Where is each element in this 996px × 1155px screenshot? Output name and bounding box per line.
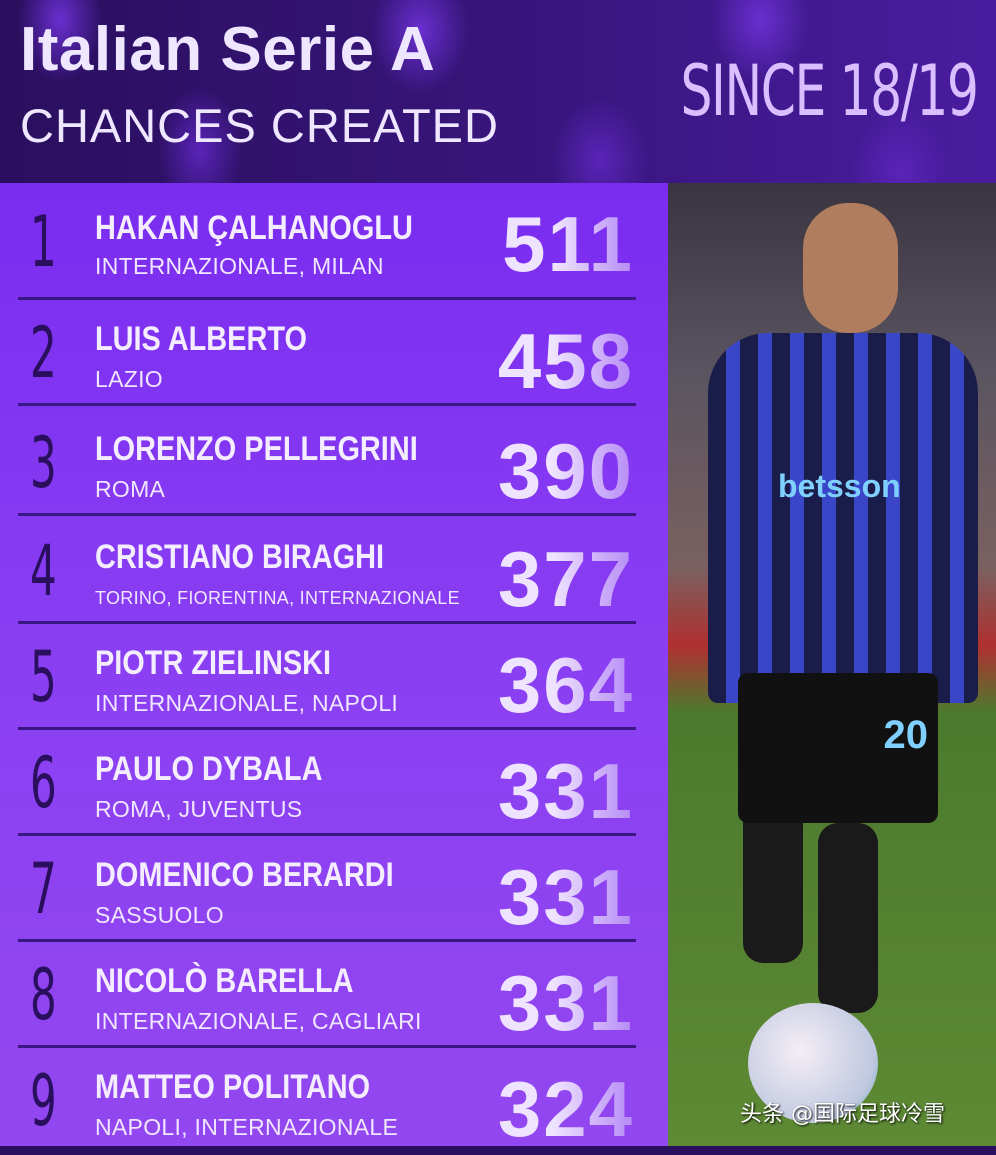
jersey-sponsor: betsson [778,468,901,504]
jersey-number: 20 [883,713,929,757]
row-divider [18,1045,636,1048]
row-divider [18,833,636,836]
player-name: PIOTR ZIELINSKI [95,644,332,682]
rank: 8 [30,954,57,1036]
row-divider [18,297,636,300]
ranking-row: 2 LUIS ALBERTO LAZIO 458 [0,300,668,406]
rank: 9 [30,1060,57,1142]
player-clubs: INTERNAZIONALE, NAPOLI [95,690,399,716]
chances-value: 377 [497,535,634,623]
watermark: 头条 @国际足球冷雪 [740,1102,945,1127]
player-clubs: INTERNAZIONALE, MILAN [95,253,384,279]
row-divider [18,621,636,624]
player-clubs: SASSUOLO [95,902,224,928]
ranking-row: 3 LORENZO PELLEGRINI ROMA 390 [0,410,668,516]
rank: 2 [30,312,57,394]
player-clubs: TORINO, FIORENTINA, INTERNAZIONALE [95,588,460,608]
chances-value: 390 [497,427,634,515]
ranking-row: 5 PIOTR ZIELINSKI INTERNAZIONALE, NAPOLI… [0,624,668,730]
football [748,1003,878,1123]
chances-value: 331 [497,747,634,835]
rank: 3 [30,422,57,504]
rank: 6 [30,742,57,824]
header: Italian Serie A CHANCES CREATED SINCE 18… [0,0,996,183]
title: Italian Serie A [20,15,436,84]
player-clubs: ROMA, JUVENTUS [95,796,303,822]
player-head [803,203,898,333]
player-clubs: NAPOLI, INTERNAZIONALE [95,1114,399,1140]
row-divider [18,513,636,516]
player-name: HAKAN ÇALHANOGLU [95,209,413,247]
player-leg [818,823,878,1013]
ranking-row: 4 CRISTIANO BIRAGHI TORINO, FIORENTINA, … [0,518,668,624]
player-name: LORENZO PELLEGRINI [95,430,418,468]
rank: 5 [30,636,57,718]
rank: 4 [30,530,57,612]
ranking-row: 8 NICOLÒ BARELLA INTERNAZIONALE, CAGLIAR… [0,942,668,1048]
ranking-list: 1 HAKAN ÇALHANOGLU INTERNAZIONALE, MILAN… [0,183,668,1153]
player-name: MATTEO POLITANO [95,1068,371,1106]
player-photo: betsson 20 [668,183,996,1146]
player-clubs: INTERNAZIONALE, CAGLIARI [95,1008,422,1034]
row-divider [18,403,636,406]
chances-value: 324 [497,1065,634,1153]
ranking-row: 7 DOMENICO BERARDI SASSUOLO 331 [0,836,668,942]
player-name: LUIS ALBERTO [95,320,307,358]
player-shorts: 20 [738,673,938,823]
player-clubs: ROMA [95,476,166,502]
row-divider [18,939,636,942]
rank: 7 [30,848,57,930]
chances-value: 331 [497,959,634,1047]
ranking-row: 6 PAULO DYBALA ROMA, JUVENTUS 331 [0,730,668,836]
chances-value: 364 [497,641,634,729]
ranking-row: 1 HAKAN ÇALHANOGLU INTERNAZIONALE, MILAN… [0,183,668,300]
ranking-row: 9 MATTEO POLITANO NAPOLI, INTERNAZIONALE… [0,1048,668,1154]
rank: 1 [30,201,57,283]
player-name: NICOLÒ BARELLA [95,962,354,1000]
row-divider [18,727,636,730]
period-label: SINCE 18/19 [680,50,979,132]
player-name: CRISTIANO BIRAGHI [95,538,384,576]
player-name: DOMENICO BERARDI [95,856,394,894]
chances-value: 458 [497,317,634,405]
chances-value: 511 [502,200,634,288]
player-leg [743,803,803,963]
subtitle: CHANCES CREATED [20,99,499,152]
player-jersey: betsson [708,333,978,703]
player-name: PAULO DYBALA [95,750,323,788]
chances-value: 331 [497,853,634,941]
player-clubs: LAZIO [95,366,163,392]
